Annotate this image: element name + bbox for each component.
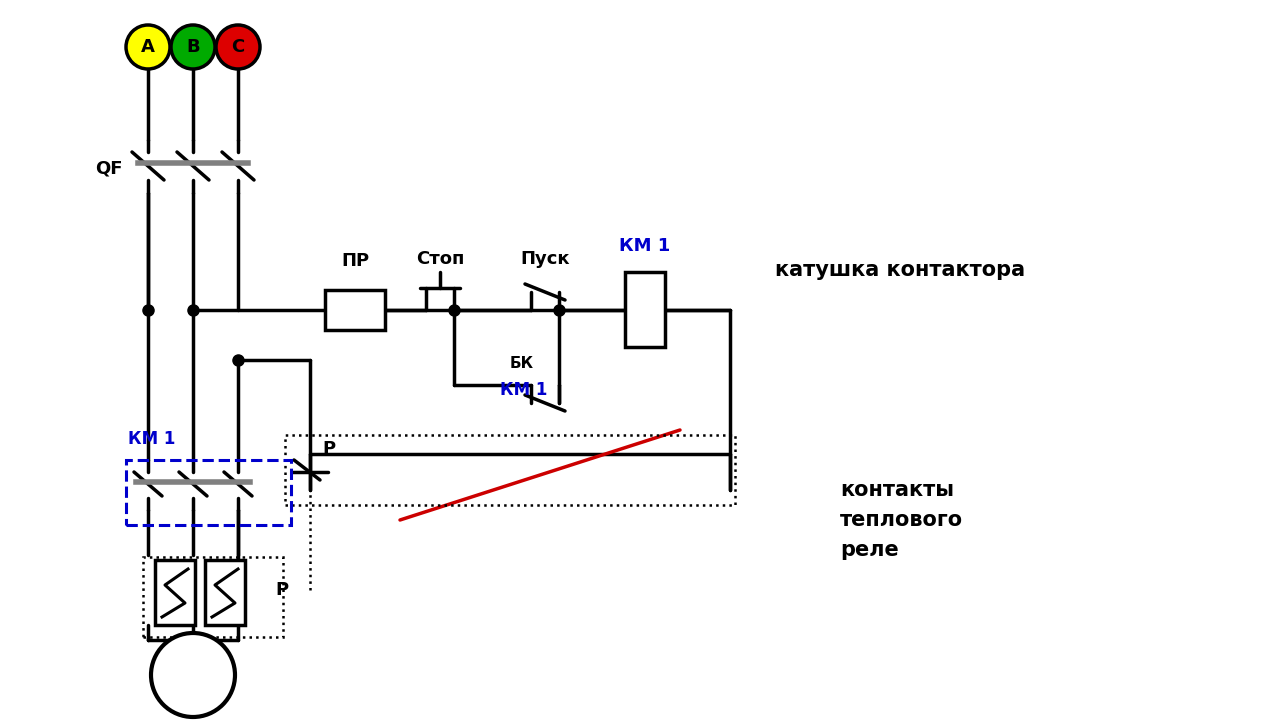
Circle shape	[216, 25, 260, 69]
FancyBboxPatch shape	[625, 272, 666, 347]
Text: Р: Р	[275, 581, 288, 599]
Circle shape	[151, 633, 236, 717]
Text: М: М	[182, 665, 204, 685]
Text: БК: БК	[509, 356, 534, 371]
Text: Стоп: Стоп	[416, 250, 465, 268]
Circle shape	[125, 25, 170, 69]
Text: катушка контактора: катушка контактора	[774, 260, 1025, 280]
Text: B: B	[186, 38, 200, 56]
Text: контакты
теплового
реле: контакты теплового реле	[840, 480, 963, 559]
Text: A: A	[141, 38, 155, 56]
Text: Пуск: Пуск	[520, 250, 570, 268]
Text: Р: Р	[323, 440, 335, 458]
FancyBboxPatch shape	[155, 560, 195, 625]
Text: QF: QF	[95, 159, 123, 177]
FancyBboxPatch shape	[325, 290, 385, 330]
FancyBboxPatch shape	[205, 560, 244, 625]
Text: КМ 1: КМ 1	[620, 237, 671, 255]
Text: ПР: ПР	[340, 252, 369, 270]
Circle shape	[172, 25, 215, 69]
Text: КМ 1: КМ 1	[500, 381, 548, 399]
Text: КМ 1: КМ 1	[128, 430, 175, 448]
Text: C: C	[232, 38, 244, 56]
